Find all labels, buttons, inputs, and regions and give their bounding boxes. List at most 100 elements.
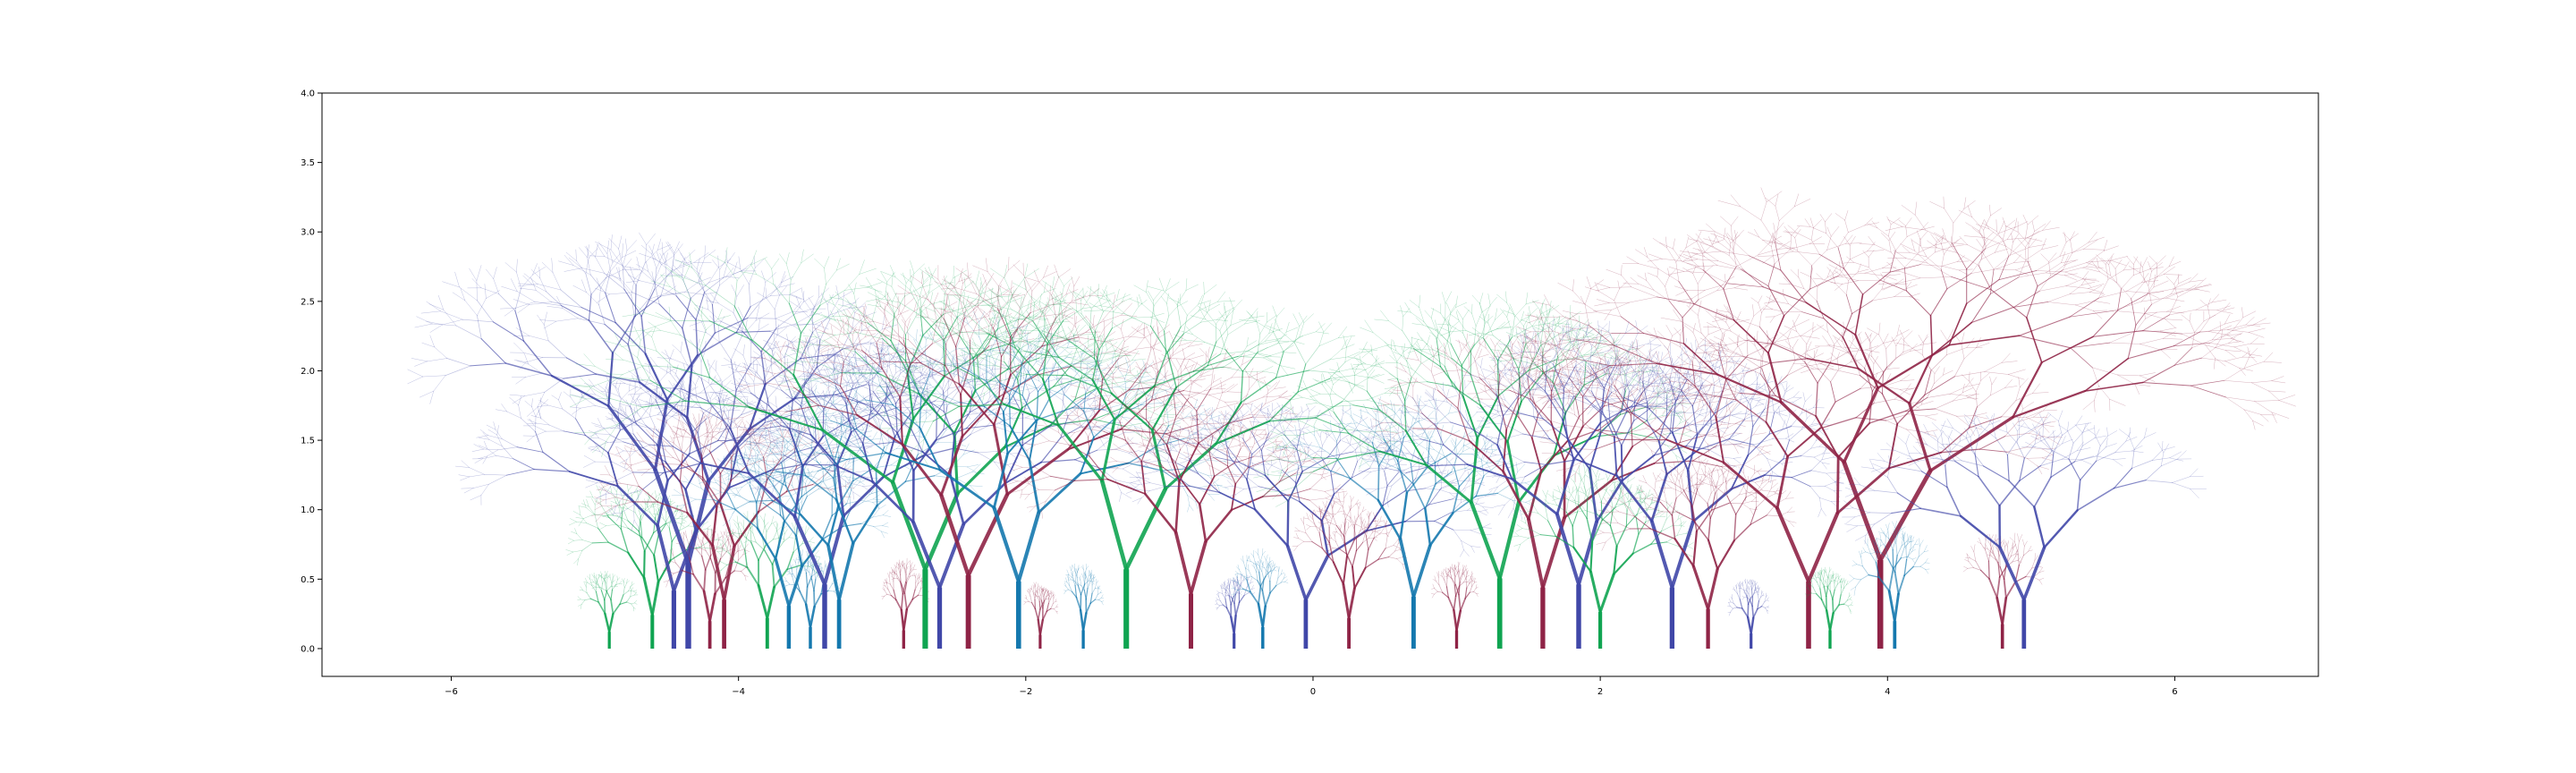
tree-branch (583, 582, 588, 583)
tree-branch (622, 265, 637, 286)
tree-branch (526, 422, 538, 425)
tree-branch (589, 248, 598, 259)
tree-branch (671, 391, 681, 397)
tree-branch (765, 430, 777, 436)
tree-branch (576, 260, 587, 275)
tree-branch (853, 471, 868, 478)
tree-branch (565, 549, 574, 553)
tree-branch (633, 607, 635, 612)
tree-branch (476, 265, 482, 281)
tree-branch (482, 455, 497, 459)
tree-branch (605, 416, 613, 420)
tree-branch (419, 390, 435, 398)
tree-branch (852, 491, 854, 500)
tree-branch (566, 551, 574, 556)
tree-branch (414, 361, 428, 367)
tree-branch (695, 498, 715, 500)
tree-branch (666, 411, 680, 421)
tree-branch (594, 428, 605, 433)
tree-branch (574, 528, 578, 534)
tree-branch (634, 285, 637, 317)
tree-branch (615, 582, 620, 585)
tree-branch (626, 601, 632, 605)
tree-branch (650, 505, 657, 508)
tree-branch (606, 395, 614, 411)
tree-branch (618, 235, 623, 250)
tree-branch (482, 455, 488, 464)
tree-branch (631, 587, 634, 591)
tree-branch (846, 481, 863, 487)
tree-branch (627, 527, 643, 539)
tree-branch (648, 271, 657, 285)
tree-branch (615, 503, 623, 509)
tree-branch (599, 587, 607, 591)
tree-branch (648, 398, 660, 407)
tree-branch (660, 437, 666, 463)
tree-branch (607, 574, 611, 579)
tree-branch (717, 551, 723, 557)
tree-branch (684, 400, 687, 415)
tree-branch (484, 440, 487, 449)
tree-branch (730, 414, 742, 426)
tree-branch (655, 399, 665, 420)
tree-branch (753, 357, 755, 370)
tree-branch (707, 392, 711, 400)
tree-mark (407, 232, 928, 649)
tree-branch (638, 531, 646, 552)
tree-branch (455, 465, 470, 468)
tree-branch (643, 508, 651, 514)
tree-branch (704, 277, 724, 293)
tree-branch (631, 412, 636, 422)
tree-branch (667, 241, 675, 253)
tree-branch (679, 391, 683, 402)
tree-branch (718, 409, 732, 412)
tree-branch (622, 578, 624, 583)
tree-branch (775, 440, 786, 443)
plot-area (407, 187, 2296, 649)
tree-branch (625, 280, 640, 284)
tree-branch (478, 445, 487, 449)
tree-branch (733, 370, 747, 373)
tree-branch (635, 262, 646, 286)
tree-branch (422, 375, 446, 378)
tree-branch (572, 549, 583, 553)
tree-branch (628, 585, 632, 591)
tree-branch (621, 410, 631, 420)
tree-branch (526, 436, 535, 443)
tree-branch (793, 434, 800, 454)
tree-branch (578, 604, 582, 607)
tree-branch (623, 578, 625, 583)
tree-branch (764, 414, 793, 423)
tree-branch (651, 243, 655, 255)
tree-branch (765, 435, 776, 441)
tree-branch (578, 505, 587, 508)
tree-branch (585, 273, 592, 295)
tree-branch (620, 403, 630, 407)
tree-branch (741, 362, 754, 370)
tree-branch (605, 571, 606, 576)
tree-branch (708, 382, 719, 398)
tree-branch (605, 581, 607, 591)
tree-branch (593, 577, 597, 584)
tree-branch (637, 403, 651, 406)
tree-branch (588, 446, 598, 448)
tree-branch (695, 375, 700, 386)
tree-branch (577, 558, 579, 566)
tree-branch (586, 582, 588, 588)
tree-branch (747, 401, 757, 407)
tree-branch (601, 577, 603, 584)
tree-branch (539, 277, 547, 293)
tree-branch (680, 522, 685, 524)
tree-branch (538, 400, 548, 406)
tree-branch (488, 474, 507, 485)
tree-branch (516, 271, 521, 289)
tree-branch (564, 268, 582, 272)
tree-branch (767, 360, 776, 369)
tree-branch (647, 503, 656, 507)
tree-branch (698, 273, 705, 293)
tree-branch (598, 437, 608, 443)
tree-branch (699, 384, 711, 394)
tree-branch (650, 581, 660, 616)
tree-branch (815, 415, 834, 418)
tree-branch (627, 484, 629, 491)
